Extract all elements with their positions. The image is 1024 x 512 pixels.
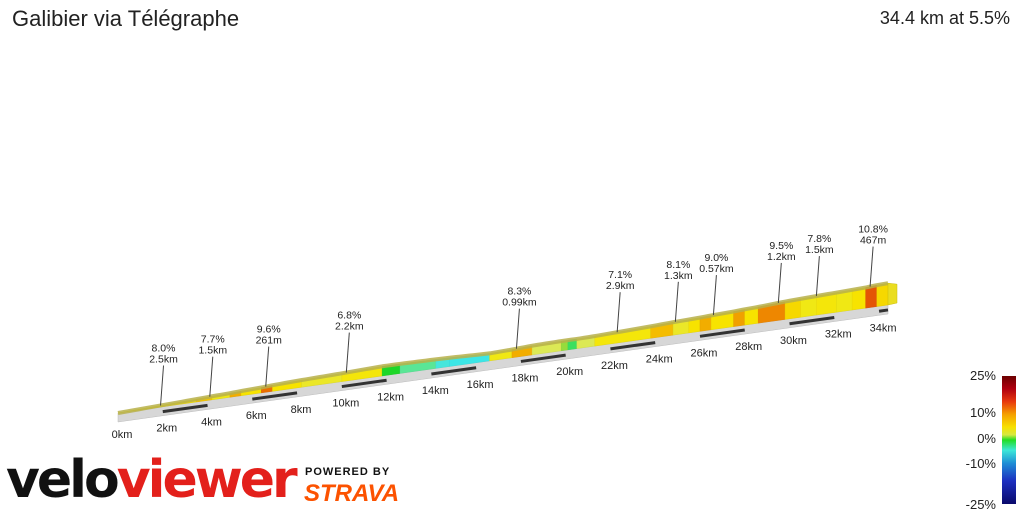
x-tick-label: 8km xyxy=(291,404,312,416)
x-tick-label: 2km xyxy=(156,423,177,435)
km-band xyxy=(520,353,566,363)
gradient-color-scale xyxy=(1002,376,1016,504)
annotation-grade: 9.6% xyxy=(257,324,281,336)
annotation-length: 2.2km xyxy=(335,321,364,333)
x-tick-label: 10km xyxy=(332,398,359,410)
annotation-leader xyxy=(160,365,165,406)
x-tick-label: 0km xyxy=(112,429,133,441)
annotation-length: 0.57km xyxy=(699,263,734,275)
annotation-length: 261m xyxy=(256,335,283,347)
logo-part-velo: velo xyxy=(6,450,120,510)
annotation-leader xyxy=(616,292,621,333)
annotation-length: 2.9km xyxy=(606,280,635,292)
annotation-length: 1.5km xyxy=(805,244,834,256)
annotation-grade: 9.5% xyxy=(769,240,793,252)
legend-label-10: 10% xyxy=(969,405,996,420)
x-tick-label: 34km xyxy=(870,322,897,334)
powered-by-label: POWERED BY xyxy=(305,466,391,478)
x-tick-label: 12km xyxy=(377,391,404,403)
veloviewer-logo: veloviewer xyxy=(6,450,298,510)
annotation-grade: 7.7% xyxy=(201,334,225,346)
chart-title: Galibier via Télégraphe xyxy=(12,6,240,31)
climb-summary: 34.4 km at 5.5% xyxy=(879,8,1010,28)
x-tick-label: 30km xyxy=(780,335,807,347)
x-tick-label: 24km xyxy=(646,354,673,366)
annotation-grade: 8.0% xyxy=(152,342,176,354)
annotation-length: 1.2km xyxy=(767,251,796,263)
logo-part-viewer: viewer xyxy=(116,450,298,510)
annotation-grade: 6.8% xyxy=(337,310,361,322)
annotation-leader xyxy=(712,275,717,316)
km-band xyxy=(162,403,208,414)
annotation-leader xyxy=(869,246,874,287)
km-band xyxy=(341,378,387,389)
legend-label-minus10: -10% xyxy=(965,456,996,471)
x-tick-label: 26km xyxy=(691,347,718,359)
x-tick-label: 6km xyxy=(246,410,267,422)
segment-annotations: 8.0%2.5km7.7%1.5km9.6%261m6.8%2.2km8.3%0… xyxy=(149,224,888,406)
annotation-length: 1.5km xyxy=(198,345,227,357)
x-tick-label: 16km xyxy=(467,379,494,391)
strava-logo: STRAVA xyxy=(304,480,400,507)
annotation-length: 2.5km xyxy=(149,353,178,365)
legend-label-0: 0% xyxy=(977,431,996,446)
annotation-grade: 8.3% xyxy=(507,286,531,298)
km-band xyxy=(699,328,745,338)
x-tick-label: 20km xyxy=(556,366,583,378)
annotation-length: 0.99km xyxy=(502,297,537,309)
x-axis: 0km 2km 4km 6km 8km 10km 12km 14km 16km 18km 20km 2… xyxy=(112,308,897,441)
km-band xyxy=(789,315,835,326)
annotation-leader xyxy=(777,262,782,303)
annotation-grade: 9.0% xyxy=(704,252,728,264)
annotation-grade: 7.8% xyxy=(807,233,831,245)
km-band xyxy=(878,308,889,313)
annotation-leader xyxy=(815,256,820,297)
km-band xyxy=(610,341,656,351)
annotation-grade: 7.1% xyxy=(608,269,632,281)
annotation-grade: 8.1% xyxy=(666,259,690,271)
x-tick-label: 4km xyxy=(201,416,222,428)
annotation-length: 1.3km xyxy=(664,270,693,282)
profile-ridge xyxy=(117,281,889,415)
legend-label-minus25: -25% xyxy=(965,497,996,512)
x-tick-label: 18km xyxy=(511,372,538,384)
km-band xyxy=(252,391,298,401)
annotation-length: 467m xyxy=(860,235,887,247)
annotation-leader xyxy=(265,346,270,387)
annotation-leader xyxy=(345,332,350,373)
annotation-leader xyxy=(209,356,214,397)
profile-floor xyxy=(117,304,889,423)
profile-end-face xyxy=(887,282,898,306)
x-tick-label: 22km xyxy=(601,360,628,372)
km-band xyxy=(431,366,477,376)
annotation-grade: 10.8% xyxy=(858,224,888,236)
x-tick-label: 28km xyxy=(735,341,762,353)
x-tick-label: 14km xyxy=(422,385,449,397)
annotation-leader xyxy=(674,281,679,322)
legend-label-25: 25% xyxy=(969,368,996,383)
annotation-leader xyxy=(515,308,520,349)
x-tick-label: 32km xyxy=(825,329,852,341)
